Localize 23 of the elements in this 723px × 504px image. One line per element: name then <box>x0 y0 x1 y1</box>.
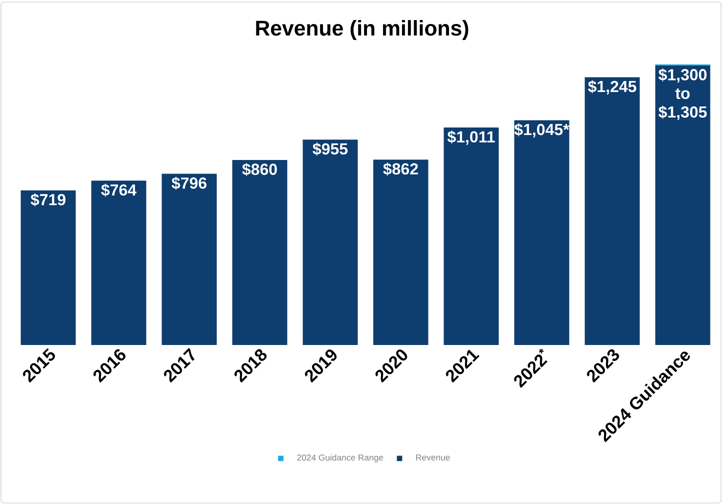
bar <box>514 120 570 345</box>
bar <box>162 174 217 345</box>
chart-title: Revenue (in millions) <box>256 20 468 40</box>
data-label: $860 <box>242 162 277 176</box>
data-label: $955 <box>312 142 348 156</box>
data-label: $1,300 to $1,305 <box>658 68 707 120</box>
data-label: $862 <box>383 162 418 176</box>
bar <box>655 65 710 345</box>
bar <box>444 128 499 345</box>
legend-label: Revenue <box>416 454 450 460</box>
data-label: $719 <box>30 193 66 206</box>
bar <box>584 77 640 345</box>
data-label: $796 <box>172 176 206 190</box>
bar <box>232 160 288 345</box>
data-label: $1,245 <box>588 80 636 94</box>
data-label: $1,011 <box>447 130 495 145</box>
bar <box>20 190 76 345</box>
data-label: $764 <box>101 184 136 197</box>
legend-label: 2024 Guidance Range <box>297 454 384 462</box>
bar <box>91 180 146 345</box>
bar <box>302 140 358 345</box>
data-label: $1,045* <box>514 123 570 138</box>
bar <box>373 160 428 345</box>
